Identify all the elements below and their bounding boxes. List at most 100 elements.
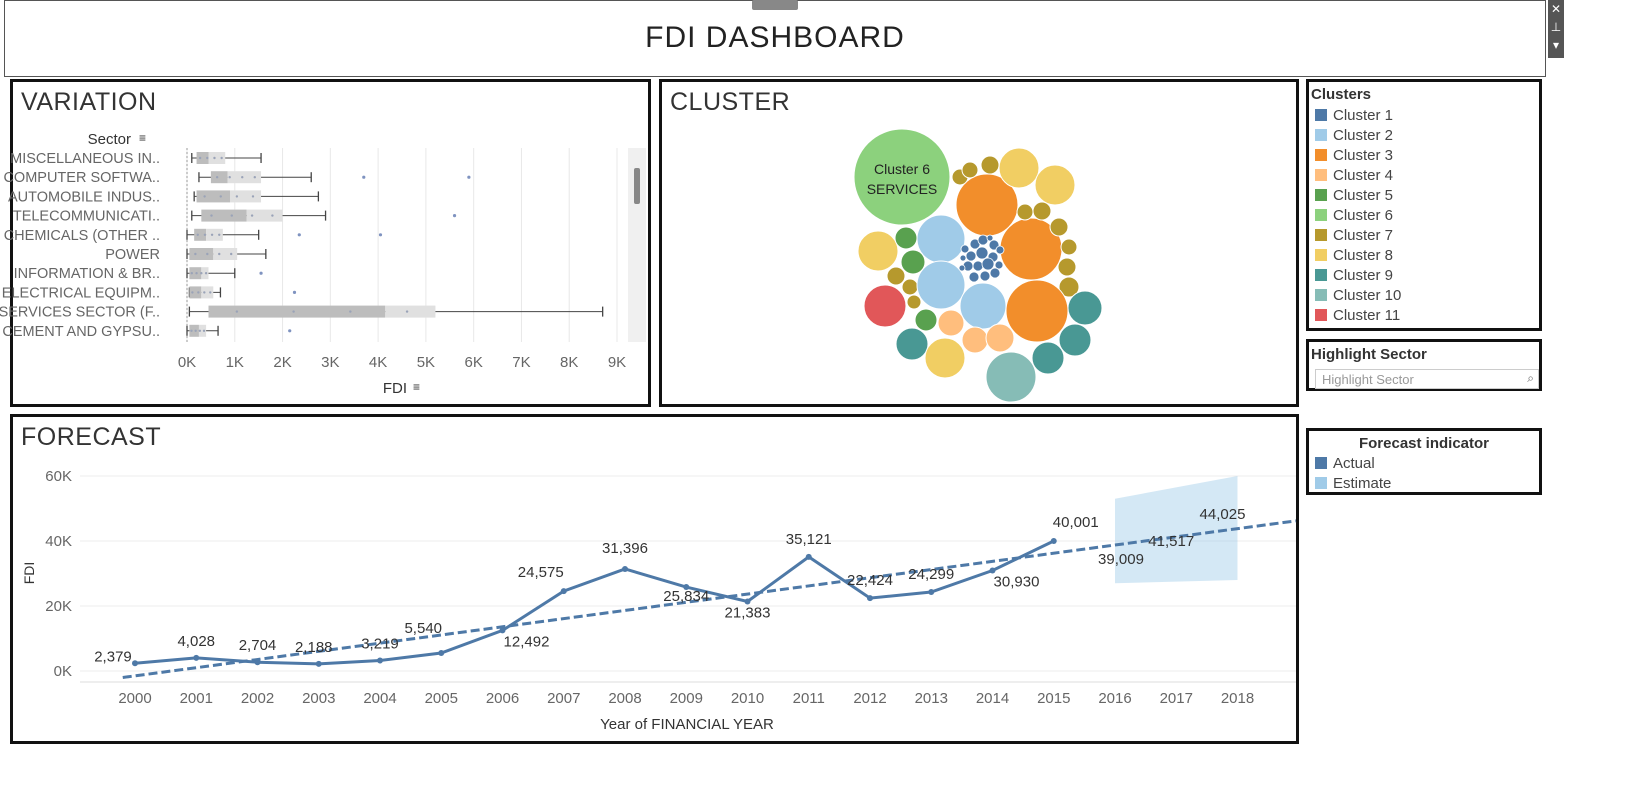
data-point: [191, 291, 194, 294]
x-tick-label: 2001: [180, 690, 213, 707]
drag-handle[interactable]: [752, 0, 798, 10]
cluster-legend-item[interactable]: Cluster 3: [1315, 147, 1393, 165]
x-axis-label: Year of FINANCIAL YEAR: [600, 716, 774, 733]
box-lower: [208, 305, 386, 318]
data-point: [251, 195, 255, 198]
sector-label: SERVICES SECTOR (F..: [0, 305, 160, 321]
window-controls[interactable]: ✕ ⊥ ▾: [1548, 0, 1564, 58]
legend-label: Cluster 6: [1333, 207, 1394, 224]
x-tick-label: 2012: [853, 690, 886, 707]
data-point: [230, 214, 233, 217]
cluster-legend-item[interactable]: Cluster 10: [1315, 287, 1401, 305]
data-point: [683, 584, 690, 591]
data-point: [206, 252, 209, 256]
data-label: 24,299: [908, 566, 954, 583]
data-point: [190, 272, 193, 275]
data-point: [405, 310, 409, 313]
cluster-legend-item[interactable]: Cluster 11: [1315, 307, 1400, 325]
data-label: 12,492: [504, 633, 550, 650]
cluster-chart: Cluster 6 SERVICES: [853, 128, 1103, 403]
data-point: [253, 176, 256, 179]
forecast-legend-title: Forecast indicator: [1358, 435, 1490, 452]
legend-swatch: [1315, 309, 1327, 321]
legend-label: Cluster 2: [1333, 127, 1394, 144]
pin-icon[interactable]: ⊥: [1550, 20, 1562, 34]
box-lower: [201, 209, 247, 222]
cluster-bubble: [1049, 217, 1069, 237]
cluster-bubble: [894, 226, 918, 250]
variation-chart: 0K 1K 2K 3K 4K 5K 6K 7K 8K 9K Sector ≡ FDI ≡ MISCELLAN…: [0, 131, 646, 397]
legend-label: Cluster 1: [1333, 107, 1394, 124]
data-point: [194, 329, 197, 332]
cluster-legend-item[interactable]: Cluster 7: [1315, 227, 1393, 245]
sector-label: INFORMATION & BR..: [14, 266, 160, 282]
chevron-down-icon[interactable]: ▾: [1552, 38, 1560, 52]
legend-swatch: [1315, 249, 1327, 261]
cluster-bubble: [937, 309, 965, 337]
x-tick-label: 2014: [976, 690, 1009, 707]
cluster-legend-item[interactable]: Cluster 6: [1315, 207, 1393, 225]
cluster-legend-item[interactable]: Cluster 9: [1315, 267, 1393, 285]
outlier-point: [288, 329, 292, 333]
x-tick-label: 5K: [417, 354, 435, 371]
search-icon: ⌕: [1527, 371, 1534, 385]
y-tick-label: 20K: [45, 598, 72, 615]
data-point: [805, 553, 812, 560]
forecast-legend-item[interactable]: Actual: [1315, 455, 1375, 473]
x-tick-label: 2K: [273, 354, 291, 371]
legend-swatch: [1315, 169, 1327, 181]
x-tick-label: 9K: [608, 354, 626, 371]
box-lower: [189, 286, 202, 299]
box-lower: [196, 152, 209, 164]
data-point: [132, 660, 138, 667]
box-upper: [246, 209, 283, 222]
cluster-legend-item[interactable]: Cluster 5: [1315, 187, 1393, 205]
cluster-bubble: [895, 327, 929, 361]
data-point: [215, 176, 219, 179]
data-point: [202, 329, 206, 332]
data-label: 2,704: [239, 637, 277, 654]
data-label: 31,396: [602, 540, 648, 557]
highlight-sector-input[interactable]: Highlight Sector ⌕: [1315, 369, 1539, 389]
data-point: [219, 195, 222, 198]
data-point: [220, 156, 223, 160]
cluster-legend-item[interactable]: Cluster 8: [1315, 247, 1393, 265]
data-point: [197, 291, 200, 294]
cluster-legend-item[interactable]: Cluster 4: [1315, 167, 1393, 185]
cluster-legend-item[interactable]: Cluster 2: [1315, 127, 1393, 145]
variation-title: VARIATION: [21, 88, 157, 116]
forecast-legend-item[interactable]: Estimate: [1315, 475, 1391, 493]
cluster-bubble: [853, 128, 951, 226]
clusters-legend-title: Clusters: [1311, 86, 1372, 103]
y-tick-label: 0K: [54, 663, 72, 680]
legend-swatch: [1315, 457, 1327, 469]
x-tick-label: 2009: [670, 690, 703, 707]
box-lower: [196, 190, 230, 203]
cluster-bubble: [924, 337, 966, 379]
cluster-bubble: [1057, 257, 1077, 277]
data-point: [203, 233, 207, 236]
box-lower: [189, 248, 214, 260]
legend-swatch: [1315, 269, 1327, 281]
x-tick-label: 2010: [731, 690, 764, 707]
data-point: [196, 233, 199, 236]
x-tick-label: 2016: [1098, 690, 1131, 707]
data-point: [241, 176, 244, 179]
x-tick-label: 2007: [547, 690, 580, 707]
highlight-sector-placeholder: Highlight Sector: [1322, 372, 1414, 387]
data-point: [867, 595, 873, 602]
x-tick-label: 0K: [178, 354, 196, 371]
close-icon[interactable]: ✕: [1550, 2, 1562, 16]
cluster-legend-item[interactable]: Cluster 1: [1315, 107, 1393, 125]
cluster-bubble: [981, 257, 995, 271]
data-point: [228, 176, 231, 179]
cluster-bubble: [994, 260, 1004, 270]
clusters-legend: Clusters Cluster 1 Cluster 2 Cluster 3 Clus…: [1306, 79, 1542, 331]
data-point: [377, 657, 383, 664]
outlier-point: [467, 175, 471, 179]
legend-swatch: [1315, 477, 1327, 489]
x-tick-label: 2002: [241, 690, 274, 707]
legend-swatch: [1315, 109, 1327, 121]
x-tick-label: 3K: [321, 354, 339, 371]
legend-swatch: [1315, 209, 1327, 221]
